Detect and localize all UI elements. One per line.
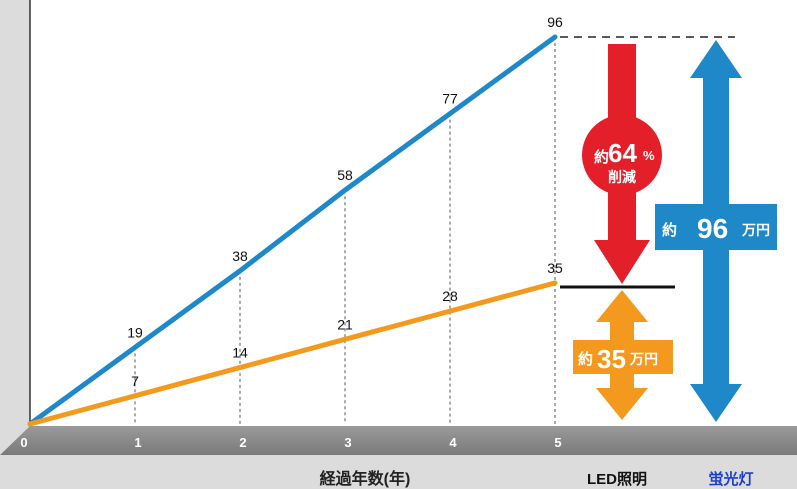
fluorescent-data-label-4: 77 (442, 91, 458, 107)
x-tick-label-2: 2 (239, 435, 246, 450)
reduction-unit: % (643, 148, 655, 163)
reduction-value: 64 (608, 138, 637, 168)
fluorescent-data-label-2: 38 (232, 248, 248, 264)
fluorescent-total-unit: 万円 (741, 222, 770, 238)
led-data-label-1: 7 (131, 373, 139, 389)
x-tick-label-3: 3 (344, 435, 351, 450)
fluorescent-total-prefix: 約 (662, 221, 677, 239)
reduction-prefix: 約 (594, 148, 609, 166)
x-axis-floor (0, 426, 797, 455)
led-data-label-2: 14 (232, 345, 248, 361)
legend-fluorescent-label: 蛍光灯 (708, 470, 753, 488)
reduction-sub: 削減 (608, 169, 636, 185)
x-axis-title: 経過年数(年) (320, 469, 411, 488)
fluorescent-data-label-5: 96 (547, 14, 563, 30)
x-tick-label-4: 4 (449, 435, 457, 450)
legend-led-label: LED照明 (587, 471, 647, 488)
led-total-unit: 万円 (629, 351, 658, 367)
fluorescent-total-value: 96 (697, 213, 728, 244)
x-tick-label-1: 1 (134, 435, 141, 450)
led-data-label-4: 28 (442, 288, 458, 304)
led-total-value: 35 (597, 344, 626, 374)
led-data-label-3: 21 (337, 316, 353, 332)
led-total-prefix: 約 (578, 350, 593, 368)
x-tick-label-0: 0 (20, 435, 27, 450)
fluorescent-data-label-1: 19 (127, 324, 143, 340)
led-data-label-5: 35 (547, 260, 563, 276)
x-tick-label-5: 5 (554, 435, 561, 450)
fluorescent-data-label-3: 58 (337, 167, 353, 183)
